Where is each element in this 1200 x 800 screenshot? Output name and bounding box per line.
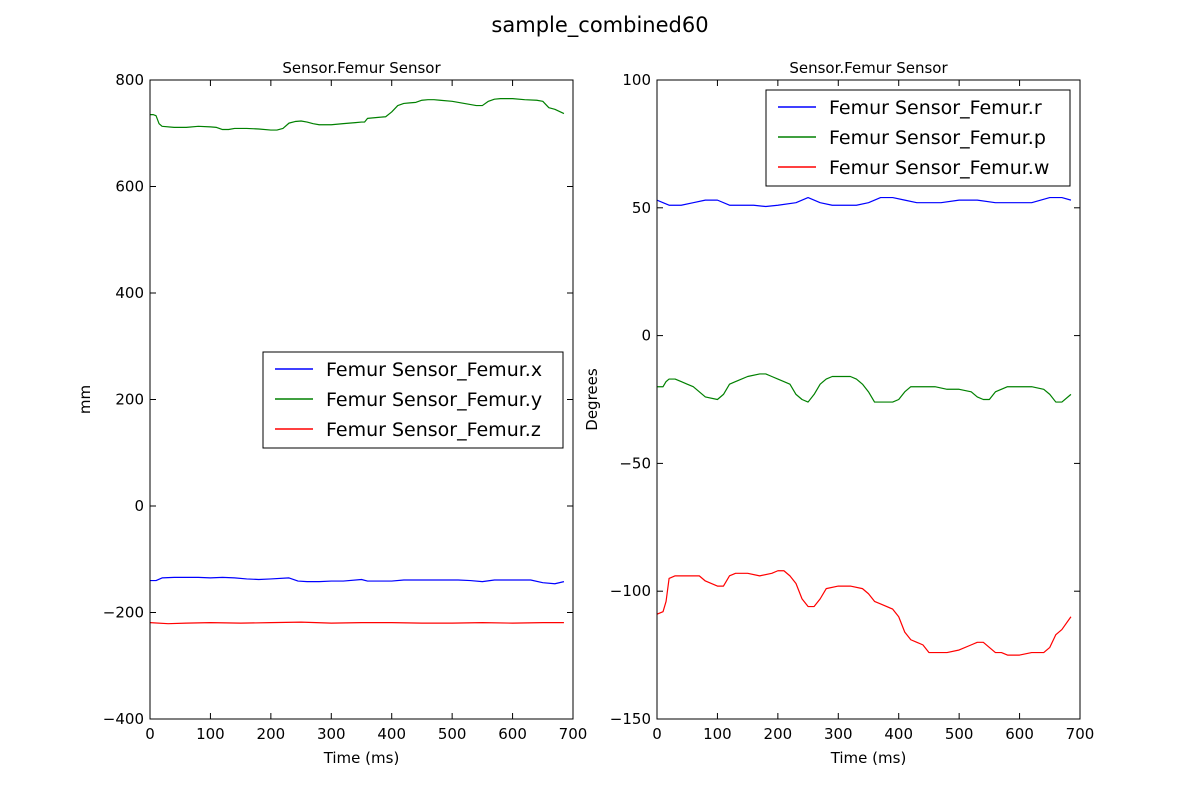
series-line-2	[657, 373, 1072, 403]
legend-label: Femur Sensor_Femur.x	[326, 359, 542, 381]
x-tick-label: 600	[498, 725, 527, 743]
y-tick-label: −100	[610, 582, 651, 600]
x-tick-label: 500	[945, 725, 974, 743]
legend: Femur Sensor_Femur.r Femur Sensor_Femur.p…	[765, 89, 1071, 187]
subplot-1: Sensor.Femur Sensor 0 100 200 300 400 500 600 70…	[76, 59, 587, 767]
x-tick-label: 0	[652, 725, 662, 743]
x-tick-label: 300	[317, 725, 346, 743]
x-tick-label: 700	[1066, 725, 1095, 743]
y-tick-label: 0	[134, 497, 144, 515]
x-tick-label: 400	[377, 725, 406, 743]
x-tick-label: 600	[1005, 725, 1034, 743]
y-tick-label: 0	[641, 327, 651, 345]
x-tick-label: 300	[824, 725, 853, 743]
y-tick-label: 50	[632, 199, 651, 217]
legend-label: Femur Sensor_Femur.z	[326, 419, 541, 441]
legend-label: Femur Sensor_Femur.w	[829, 157, 1049, 179]
x-tick-label: 400	[884, 725, 913, 743]
series-line-3	[657, 570, 1072, 656]
y-axis-label: Degrees	[583, 368, 601, 431]
legend-label: Femur Sensor_Femur.r	[829, 97, 1042, 119]
y-tick-label: −400	[103, 710, 144, 728]
x-axis-label: Time (ms)	[830, 749, 907, 767]
legend-box	[262, 351, 564, 449]
y-tick-label: 600	[115, 178, 144, 196]
series-line-1	[150, 576, 565, 585]
y-tick-label: −50	[619, 454, 651, 472]
y-tick-label: −150	[610, 710, 651, 728]
y-axis-label: mm	[76, 385, 94, 414]
x-tick-label: 100	[196, 725, 225, 743]
y-tick-label: 200	[115, 391, 144, 409]
series-line-3	[150, 621, 564, 625]
y-tick-label: 100	[622, 71, 651, 89]
x-tick-label: 700	[559, 725, 588, 743]
series-line-1	[657, 196, 1072, 208]
figure-title: sample_combined60	[491, 13, 709, 37]
y-tick-label: 800	[115, 71, 144, 89]
x-tick-label: 200	[764, 725, 793, 743]
x-tick-label: 0	[145, 725, 155, 743]
legend-box	[765, 89, 1071, 187]
series-line-2	[150, 98, 565, 131]
legend-label: Femur Sensor_Femur.y	[326, 389, 542, 411]
x-axis-label: Time (ms)	[323, 749, 400, 767]
y-tick-label: 400	[115, 284, 144, 302]
legend-label: Femur Sensor_Femur.p	[829, 127, 1046, 149]
legend: Femur Sensor_Femur.x Femur Sensor_Femur.y…	[262, 351, 564, 449]
y-tick-label: −200	[103, 604, 144, 622]
x-tick-label: 500	[438, 725, 467, 743]
subplot-title: Sensor.Femur Sensor	[282, 59, 441, 77]
axes-frame	[656, 79, 1081, 720]
x-tick-label: 200	[257, 725, 286, 743]
x-tick-label: 100	[703, 725, 732, 743]
subplot-title: Sensor.Femur Sensor	[789, 59, 948, 77]
